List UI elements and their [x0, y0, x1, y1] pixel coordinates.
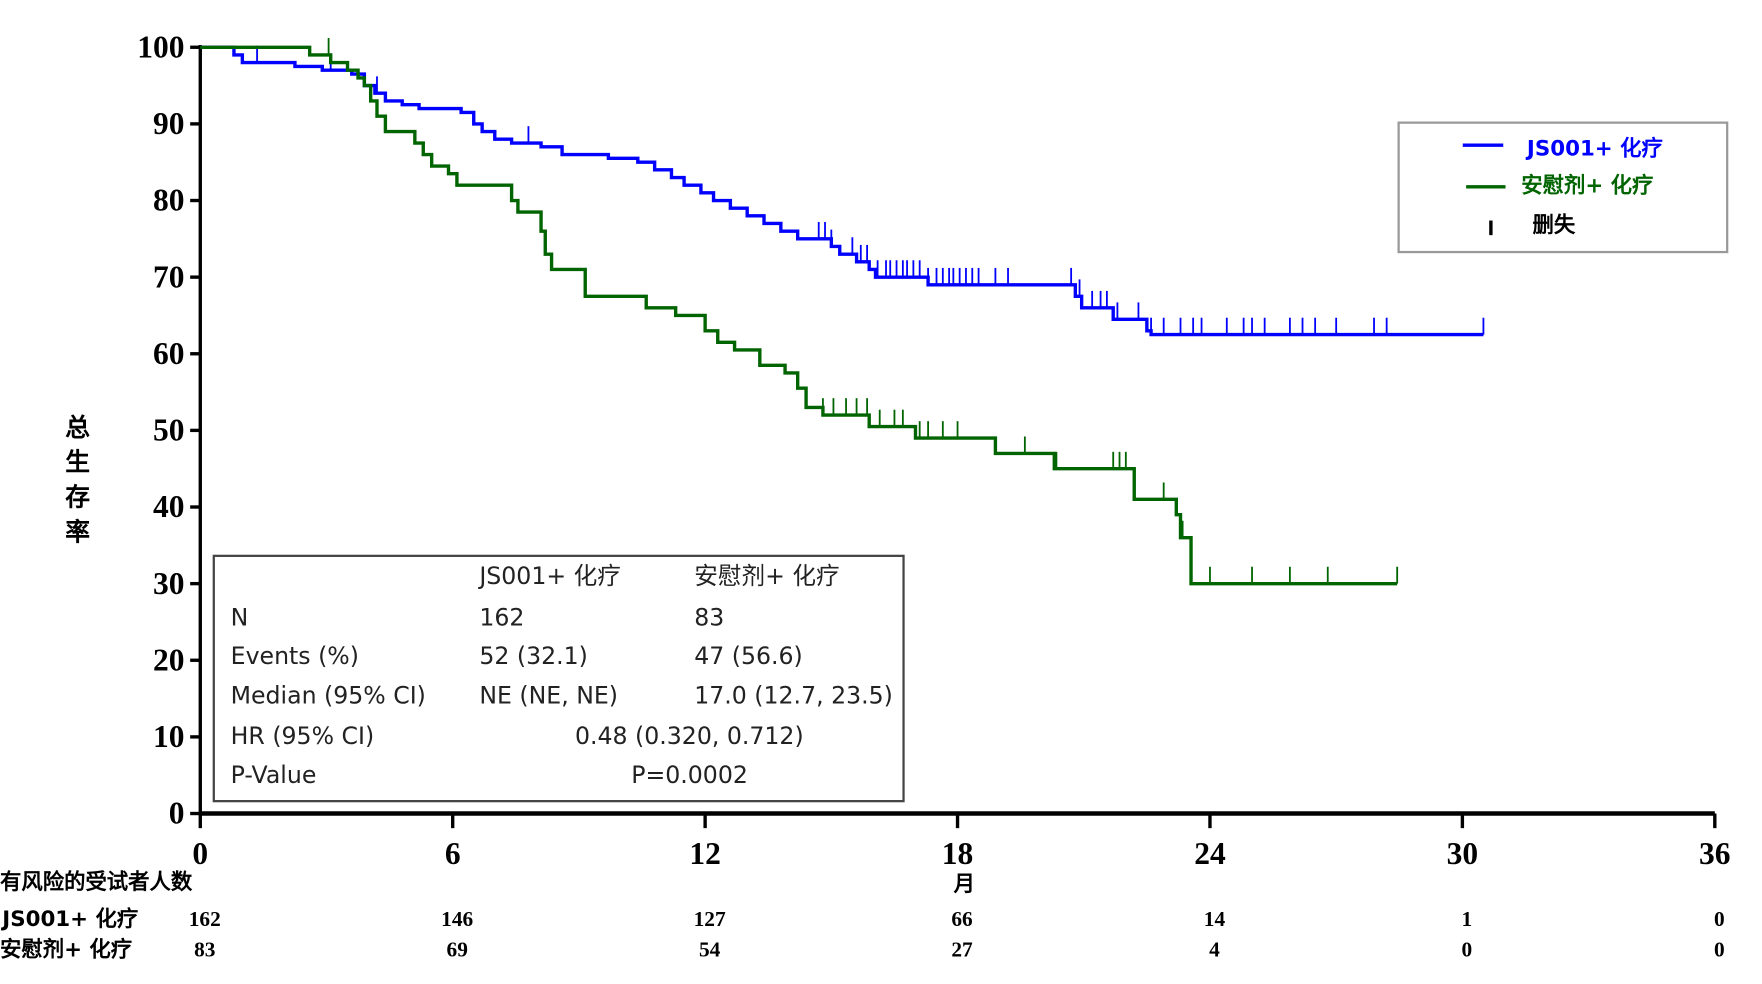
risk-value-placebo: 27 [951, 937, 973, 961]
risk-value-js001: 162 [189, 907, 221, 931]
stats-p-value: P=0.0002 [631, 761, 748, 789]
y-tick-label: 70 [153, 259, 185, 294]
x-tick-label: 24 [1194, 836, 1226, 871]
risk-value-js001: 66 [951, 907, 973, 931]
y-tick-label: 40 [153, 489, 185, 524]
x-axis-label: 月 [953, 872, 975, 897]
risk-value-js001: 1 [1462, 907, 1473, 931]
y-tick-label: 0 [169, 796, 185, 831]
y-tick-label: 20 [153, 642, 185, 677]
y-axis-label: 总生存率 [60, 414, 89, 554]
stats-median-label: Median (95% CI) [231, 681, 426, 709]
stats-hr-value: 0.48 (0.320, 0.712) [575, 722, 804, 750]
x-tick-label: 0 [192, 836, 208, 871]
x-tick-label: 36 [1699, 836, 1731, 871]
y-tick-label: 100 [137, 29, 184, 64]
stats-n-label: N [231, 604, 249, 632]
y-tick-label: 10 [153, 719, 185, 754]
survival-curve-placebo [200, 45, 1398, 586]
risk-value-placebo: 0 [1462, 937, 1473, 961]
legend: JS001+ 化疗 安慰剂+ 化疗 删失 [1397, 121, 1729, 254]
y-tick-label: 80 [153, 183, 185, 218]
stats-header-placebo: 安慰剂+ 化疗 [694, 562, 839, 590]
risk-value-js001: 14 [1204, 907, 1226, 931]
stats-events-placebo: 47 (56.6) [694, 642, 803, 670]
y-tick-label: 50 [153, 413, 185, 448]
risk-value-js001: 127 [694, 907, 726, 931]
stats-box: JS001+ 化疗 安慰剂+ 化疗 N 162 83 Events (%) 52… [212, 554, 905, 803]
risk-table-title: 有风险的受试者人数 [0, 869, 193, 895]
stats-median-placebo: 17.0 (12.7, 23.5) [694, 681, 893, 709]
x-tick-label: 18 [942, 836, 974, 871]
x-tick-label: 6 [445, 836, 461, 871]
y-tick-label: 60 [153, 336, 185, 371]
risk-table: 有风险的受试者人数 JS001+ 化疗 安慰剂+ 化疗 162831466912… [0, 869, 1725, 963]
stats-median-js001: NE (NE, NE) [479, 681, 618, 709]
risk-value-placebo: 69 [447, 937, 468, 961]
survival-curve-js001 [200, 45, 1484, 337]
x-tick-label: 30 [1447, 836, 1479, 871]
stats-n-placebo: 83 [694, 604, 724, 632]
y-tick-label: 90 [153, 106, 185, 141]
legend-label-js001: JS001+ 化疗 [1525, 135, 1663, 161]
stats-p-label: P-Value [231, 761, 317, 789]
risk-row-label-js001: JS001+ 化疗 [0, 906, 138, 932]
stats-hr-label: HR (95% CI) [231, 722, 375, 750]
stats-header-js001: JS001+ 化疗 [477, 562, 621, 590]
stats-events-label: Events (%) [231, 642, 359, 670]
risk-row-label-placebo: 安慰剂+ 化疗 [0, 936, 132, 962]
legend-label-placebo: 安慰剂+ 化疗 [1521, 172, 1653, 198]
stats-n-js001: 162 [479, 604, 524, 632]
y-tick-label: 30 [153, 566, 185, 601]
x-tick-label: 12 [689, 836, 721, 871]
risk-value-placebo: 4 [1209, 937, 1220, 961]
stats-events-js001: 52 (32.1) [479, 642, 588, 670]
risk-value-placebo: 0 [1714, 937, 1725, 961]
legend-label-censored: 删失 [1533, 213, 1576, 238]
risk-value-js001: 0 [1714, 907, 1725, 931]
risk-value-placebo: 83 [194, 937, 215, 961]
risk-value-js001: 146 [441, 907, 473, 931]
risk-value-placebo: 54 [699, 937, 721, 961]
